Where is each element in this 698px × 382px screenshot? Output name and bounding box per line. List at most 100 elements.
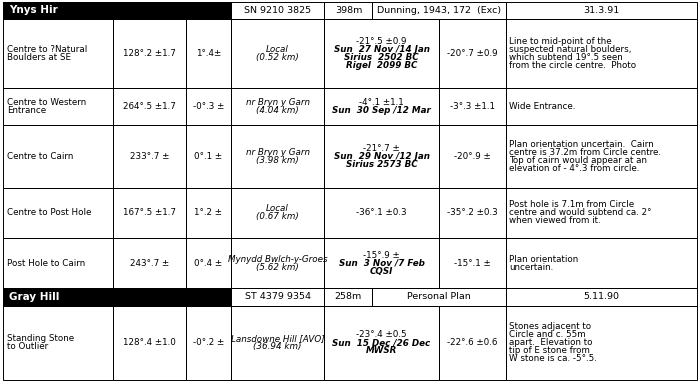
Text: 1°.2 ±: 1°.2 ± bbox=[194, 208, 222, 217]
Text: (3.98 km): (3.98 km) bbox=[256, 156, 299, 165]
Text: nr Bryn y Garn: nr Bryn y Garn bbox=[246, 148, 310, 157]
Bar bbox=[3, 288, 231, 306]
Text: Rigel  2099 BC: Rigel 2099 BC bbox=[346, 61, 417, 70]
Bar bbox=[439, 238, 506, 288]
Bar bbox=[439, 188, 506, 238]
Text: apart.  Elevation to: apart. Elevation to bbox=[509, 338, 593, 348]
Text: -15°.9 ±: -15°.9 ± bbox=[363, 251, 400, 259]
Bar bbox=[231, 238, 325, 288]
Bar bbox=[3, 19, 113, 88]
Bar bbox=[506, 288, 697, 306]
Text: Local: Local bbox=[266, 45, 289, 54]
Bar bbox=[3, 238, 113, 288]
Bar bbox=[3, 306, 113, 380]
Text: Sirius 2573 BC: Sirius 2573 BC bbox=[346, 160, 417, 169]
Text: -23°.4 ±0.5: -23°.4 ±0.5 bbox=[356, 330, 407, 339]
Text: W stone is ca. -5°.5.: W stone is ca. -5°.5. bbox=[509, 354, 597, 364]
Bar bbox=[506, 238, 697, 288]
Text: Centre to ?Natural: Centre to ?Natural bbox=[7, 45, 87, 54]
Bar bbox=[506, 306, 697, 380]
Bar bbox=[439, 19, 506, 88]
Text: Gray Hill: Gray Hill bbox=[9, 292, 59, 302]
Text: Dunning, 1943, 172  (Exc): Dunning, 1943, 172 (Exc) bbox=[377, 6, 501, 15]
Bar bbox=[231, 125, 325, 188]
Bar bbox=[186, 306, 231, 380]
Bar bbox=[506, 2, 697, 19]
Bar bbox=[231, 288, 325, 306]
Bar bbox=[231, 2, 325, 19]
Bar bbox=[373, 2, 506, 19]
Text: (0.67 km): (0.67 km) bbox=[256, 212, 299, 222]
Text: suspected natural boulders,: suspected natural boulders, bbox=[509, 45, 631, 54]
Text: (5.62 km): (5.62 km) bbox=[256, 262, 299, 272]
Text: Sun  27 Nov /14 Jan: Sun 27 Nov /14 Jan bbox=[334, 45, 429, 54]
Text: -20°.9 ±: -20°.9 ± bbox=[454, 152, 491, 161]
Bar bbox=[506, 2, 697, 19]
Text: CQSI: CQSI bbox=[370, 267, 393, 275]
Text: -15°.1 ±: -15°.1 ± bbox=[454, 259, 491, 267]
Text: Wide Entrance.: Wide Entrance. bbox=[509, 102, 575, 111]
Bar bbox=[113, 238, 186, 288]
Text: 128°.2 ±1.7: 128°.2 ±1.7 bbox=[123, 49, 176, 58]
Text: Top of cairn would appear at an: Top of cairn would appear at an bbox=[509, 156, 647, 165]
Bar bbox=[186, 19, 231, 88]
Bar bbox=[3, 2, 231, 19]
Bar bbox=[325, 288, 373, 306]
Text: 5.11.90: 5.11.90 bbox=[584, 293, 619, 301]
Text: Centre to Western: Centre to Western bbox=[7, 98, 87, 107]
Bar bbox=[325, 188, 439, 238]
Text: -22°.6 ±0.6: -22°.6 ±0.6 bbox=[447, 338, 498, 348]
Text: centre and would subtend ca. 2°: centre and would subtend ca. 2° bbox=[509, 208, 651, 217]
Bar bbox=[373, 2, 506, 19]
Text: when viewed from it.: when viewed from it. bbox=[509, 217, 600, 225]
Text: -21°.5 ±0.9: -21°.5 ±0.9 bbox=[357, 37, 407, 46]
Bar bbox=[231, 2, 325, 19]
Bar bbox=[439, 306, 506, 380]
Bar bbox=[506, 19, 697, 88]
Text: Line to mid-point of the: Line to mid-point of the bbox=[509, 37, 611, 46]
Text: -36°.1 ±0.3: -36°.1 ±0.3 bbox=[356, 208, 407, 217]
Text: Plan orientation uncertain.  Cairn: Plan orientation uncertain. Cairn bbox=[509, 140, 653, 149]
Bar bbox=[325, 306, 439, 380]
Bar bbox=[439, 88, 506, 125]
Bar bbox=[231, 19, 325, 88]
Text: ST 4379 9354: ST 4379 9354 bbox=[244, 293, 311, 301]
Text: (4.04 km): (4.04 km) bbox=[256, 106, 299, 115]
Text: Post hole is 7.1m from Circle: Post hole is 7.1m from Circle bbox=[509, 200, 634, 209]
Text: Local: Local bbox=[266, 204, 289, 214]
Bar bbox=[373, 288, 506, 306]
Text: elevation of - 4°.3 from circle.: elevation of - 4°.3 from circle. bbox=[509, 164, 639, 173]
Text: -3°.3 ±1.1: -3°.3 ±1.1 bbox=[450, 102, 495, 111]
Text: 243°.7 ±: 243°.7 ± bbox=[130, 259, 169, 267]
Text: Mynydd Bwlch-y-Groes: Mynydd Bwlch-y-Groes bbox=[228, 254, 327, 264]
Bar bbox=[506, 125, 697, 188]
Text: 31.3.91: 31.3.91 bbox=[583, 6, 619, 15]
Bar bbox=[325, 2, 373, 19]
Bar bbox=[113, 88, 186, 125]
Text: 167°.5 ±1.7: 167°.5 ±1.7 bbox=[123, 208, 176, 217]
Text: (36.94 km): (36.94 km) bbox=[253, 342, 302, 351]
Text: 0°.4 ±: 0°.4 ± bbox=[194, 259, 223, 267]
Bar bbox=[3, 288, 231, 306]
Bar bbox=[231, 288, 325, 306]
Text: -0°.2 ±: -0°.2 ± bbox=[193, 338, 224, 348]
Bar bbox=[3, 188, 113, 238]
Text: which subtend 19°.5 seen: which subtend 19°.5 seen bbox=[509, 53, 623, 62]
Text: uncertain.: uncertain. bbox=[509, 262, 553, 272]
Text: nr Bryn y Garn: nr Bryn y Garn bbox=[246, 98, 310, 107]
Text: Centre to Post Hole: Centre to Post Hole bbox=[7, 208, 91, 217]
Text: 264°.5 ±1.7: 264°.5 ±1.7 bbox=[123, 102, 176, 111]
Text: from the circle centre.  Photo: from the circle centre. Photo bbox=[509, 61, 636, 70]
Text: -20°.7 ±0.9: -20°.7 ±0.9 bbox=[447, 49, 498, 58]
Text: Stones adjacent to: Stones adjacent to bbox=[509, 322, 591, 331]
Text: Ynys Hir: Ynys Hir bbox=[9, 5, 58, 15]
Bar bbox=[3, 2, 231, 19]
Text: Sun  15 Dec /26 Dec: Sun 15 Dec /26 Dec bbox=[332, 338, 431, 348]
Bar bbox=[113, 125, 186, 188]
Text: Post Hole to Cairn: Post Hole to Cairn bbox=[7, 259, 85, 267]
Bar bbox=[506, 288, 697, 306]
Text: Lansdowne Hill [AVO]: Lansdowne Hill [AVO] bbox=[231, 334, 325, 343]
Bar bbox=[325, 288, 373, 306]
Bar bbox=[325, 2, 373, 19]
Bar bbox=[231, 306, 325, 380]
